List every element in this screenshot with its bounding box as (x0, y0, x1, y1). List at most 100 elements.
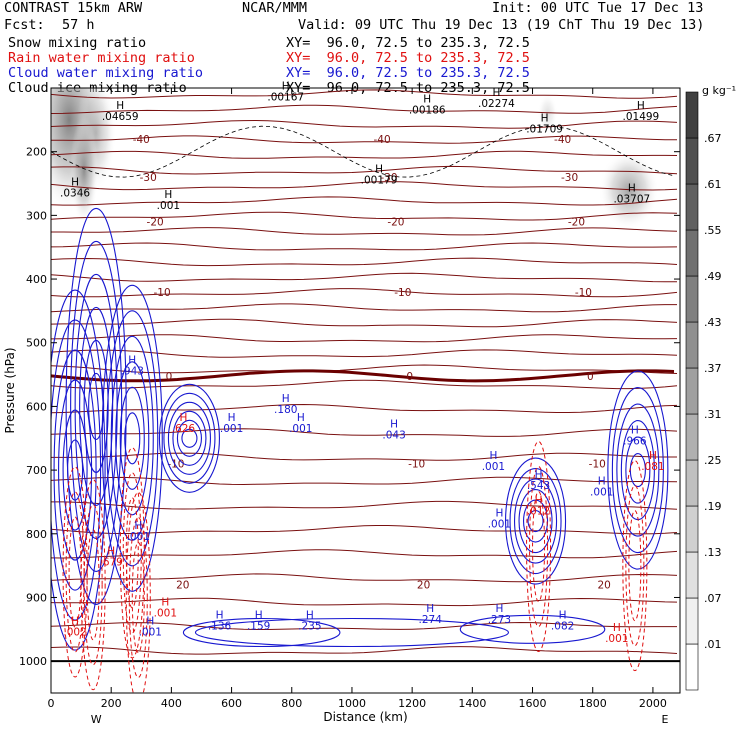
x-tick-label: 1000 (338, 697, 366, 710)
maximum-value-label: .966 (623, 436, 647, 448)
colorbar-label: .49 (704, 270, 722, 283)
isotherm-label: -30 (561, 172, 578, 184)
maximum-value-label: .001 (488, 518, 511, 530)
forecast-hour: 57 h (62, 17, 95, 33)
rain-water-contour (119, 447, 145, 659)
maximum-marker: H (161, 597, 169, 609)
maximum-marker: H (649, 450, 657, 462)
maximum-value-label: .943 (121, 366, 144, 378)
field-xy-rain: XY= 96.0, 72.5 to 235.3, 72.5 (286, 50, 530, 66)
maximum-value-label: .0346 (60, 187, 90, 199)
cloud-water-contour (51, 319, 102, 621)
colorbar-unit: g kg⁻¹ (702, 84, 736, 97)
y-axis-label: Pressure (hPa) (3, 347, 17, 433)
rain-water-contour (122, 472, 142, 634)
maximum-value-label: .02274 (478, 98, 515, 110)
maximum-value-label: .001 (154, 608, 177, 620)
cloud-water-contour (611, 387, 664, 554)
cloud-water-contour (518, 489, 553, 554)
isotherm-line (51, 452, 677, 461)
y-tick-label: 1000 (19, 655, 47, 668)
rain-water-contour (128, 516, 148, 678)
maximum-marker: H (216, 609, 224, 621)
colorbar-swatch (685, 321, 699, 369)
maximum-marker: H (306, 609, 314, 621)
rain-water-contour (62, 466, 88, 678)
colorbar-swatch (685, 551, 699, 599)
maximum-marker: H (535, 495, 543, 507)
maximum-marker: H (282, 81, 290, 93)
maximum-marker: H (423, 93, 431, 105)
isotherm-line (51, 227, 678, 236)
rain-water-contour (125, 497, 139, 609)
valid-time: Valid: 09 UTC Thu 19 Dec 13 (19 ChT Thu … (298, 17, 705, 33)
cloud-water-contour (172, 410, 207, 466)
maximum-value-label: .001 (220, 423, 243, 435)
cloud-water-contour (182, 617, 341, 648)
colorbar-label: .01 (704, 638, 722, 651)
isotherm-line (51, 303, 677, 313)
isotherm-label: 20 (597, 580, 610, 592)
colorbar-swatch (685, 137, 699, 185)
cloud-water-contour (522, 499, 549, 543)
isotherm-line (51, 196, 678, 206)
maximum-marker: H (255, 609, 263, 621)
cloud-water-contour (119, 386, 145, 490)
maximum-value-label: .012 (527, 506, 550, 518)
rain-water-contour (86, 529, 100, 641)
maximum-value-label: .00167 (267, 92, 304, 104)
maximum-value-label: .679 (99, 557, 122, 569)
colorbar-label: .19 (704, 500, 722, 513)
colorbar-label: .31 (704, 408, 722, 421)
cloud-water-contour (83, 339, 109, 473)
maximum-value-label: .00186 (409, 104, 446, 116)
maximum-value-label: .01709 (526, 124, 563, 136)
maximum-marker: H (71, 616, 79, 628)
cloud-water-contour (194, 617, 510, 648)
maximum-value-label: .082 (551, 620, 574, 632)
isotherm-line (51, 242, 678, 251)
maximum-marker: H (631, 425, 639, 437)
maximum-marker: H (598, 476, 606, 488)
isotherm-line (51, 150, 678, 159)
rain-water-contour (83, 504, 103, 666)
isotherm-line (51, 211, 678, 221)
cloud-water-contour (106, 310, 159, 567)
maximum-value-label: .00179 (361, 175, 398, 187)
maximum-marker: H (489, 450, 497, 462)
cloud-water-contour (607, 370, 669, 570)
maximum-marker: H (146, 616, 154, 628)
field-xy-snow: XY= 96.0, 72.5 to 235.3, 72.5 (286, 35, 530, 51)
maximum-marker: H (297, 412, 305, 424)
snow-shading-layer (51, 88, 659, 230)
maximum-marker: H (495, 603, 503, 615)
isotherm-line (51, 181, 678, 191)
cloud-water-contour (167, 401, 211, 475)
maximum-value-label: .001 (482, 461, 505, 473)
cloud-water-contour (70, 240, 123, 572)
cloud-water-contour (504, 457, 567, 585)
axes-layer: 0 200 400 600 800 1000 1200 1400 1600 1800 2000100… (3, 87, 681, 726)
maximum-marker: H (164, 189, 172, 201)
maximum-marker: H (282, 393, 290, 405)
isotherm-label: -10 (408, 459, 425, 471)
cloud-water-contour (101, 284, 163, 592)
maximum-value-label: .081 (641, 461, 664, 473)
isotherm-line (51, 119, 678, 129)
maximum-marker: H (71, 176, 79, 188)
isotherm-line (51, 104, 678, 114)
maximum-value-label: .626 (172, 423, 196, 435)
x-tick-label: 400 (161, 697, 182, 710)
maximum-value-label: .002 (63, 627, 86, 639)
isotherm-line (51, 500, 678, 510)
y-tick-label: 200 (26, 146, 47, 159)
field-name-cloudwater: Cloud water mixing ratio (8, 65, 204, 81)
model-title: CONTRAST 15km ARW (4, 0, 143, 16)
maximum-marker: H (390, 418, 398, 430)
y-tick-label: 500 (26, 337, 47, 350)
x-tick-label: 1800 (579, 697, 607, 710)
x-tick-label: 600 (221, 697, 242, 710)
maximum-value-label: .03707 (613, 194, 650, 206)
cloud-water-contour (88, 372, 105, 440)
